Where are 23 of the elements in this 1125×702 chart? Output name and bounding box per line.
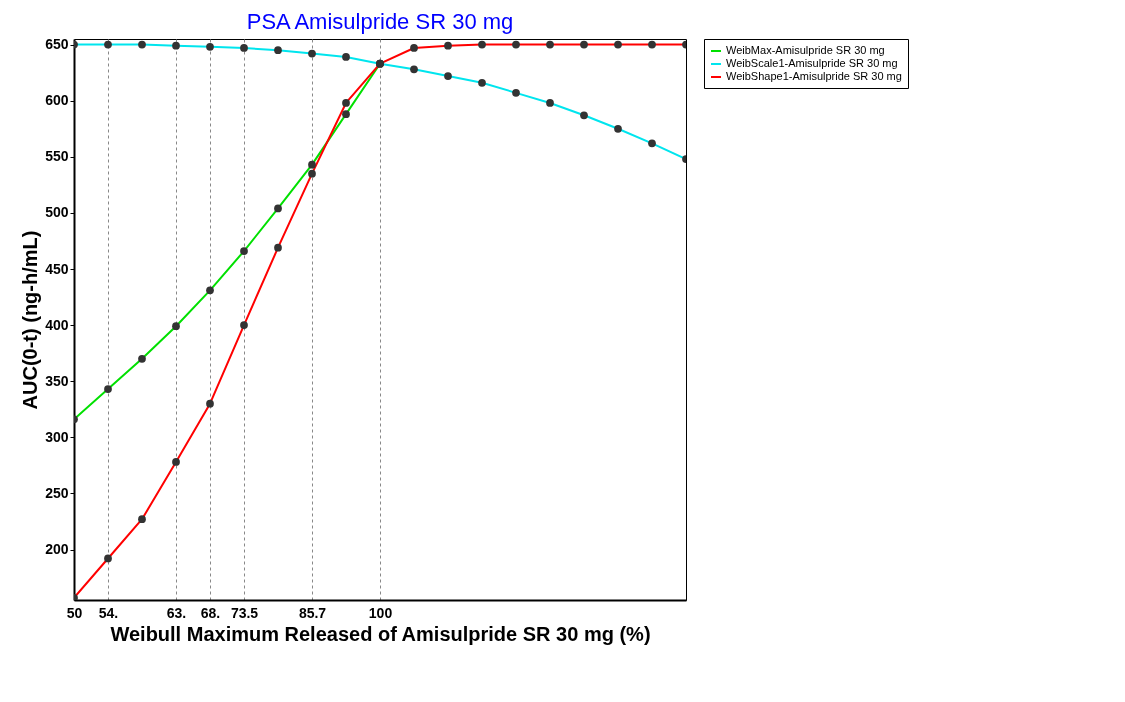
- x-axis-title: Weibull Maximum Released of Amisulpride SR 30 mg (%): [110, 622, 651, 645]
- y-axis-title: AUC(0-t) (ng-h/mL): [19, 230, 42, 410]
- x-tick-label: 54.: [98, 604, 119, 621]
- y-tick-label: 350: [45, 372, 69, 389]
- x-tick-label: 85.7: [298, 604, 327, 621]
- x-tick-label: 73.5: [230, 604, 259, 621]
- legend-label: WeibMax-Amisulpride SR 30 mg: [726, 44, 885, 56]
- y-tick-label: 400: [45, 316, 69, 333]
- y-tick-label: 500: [45, 204, 69, 221]
- y-tick-label: 200: [45, 541, 69, 558]
- x-tick-label: 63.: [166, 604, 187, 621]
- x-tick-label: 100: [368, 604, 393, 621]
- y-tick-label: 300: [45, 428, 69, 445]
- legend-label: WeibShape1-Amisulpride SR 30 mg: [726, 70, 902, 82]
- y-tick-label: 450: [45, 260, 69, 277]
- legend-label: WeibScale1-Amisulpride SR 30 mg: [726, 57, 898, 69]
- x-tick-label: 68.: [200, 604, 221, 621]
- y-tick-label: 550: [45, 148, 69, 165]
- y-tick-label: 650: [45, 36, 69, 53]
- x-tick-label: 50: [66, 604, 83, 621]
- y-tick-label: 600: [45, 92, 69, 109]
- chart-title: PSA Amisulpride SR 30 mg: [246, 8, 514, 34]
- y-tick-label: 250: [45, 484, 69, 501]
